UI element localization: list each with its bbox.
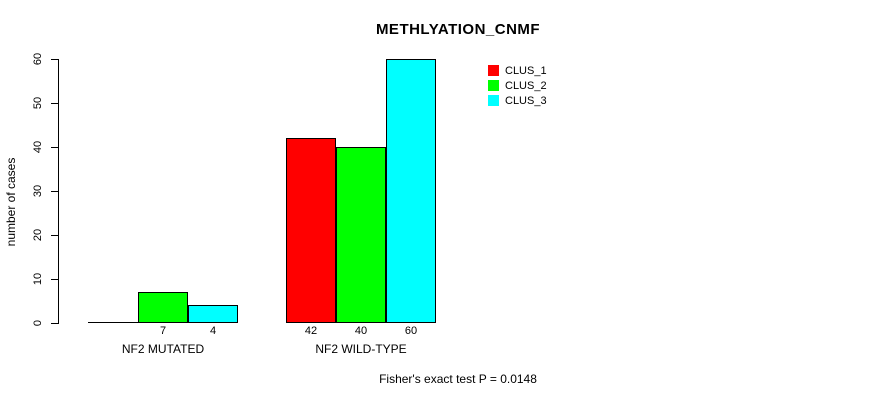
y-axis-tick [51,235,58,236]
category-label-nf2-wild-type: NF2 WILD-TYPE [315,342,407,356]
legend-swatch-clus-1 [488,65,499,76]
bar-clus-1-nf2-wild-type [286,138,336,323]
chart-title: METHLYATION_CNMF [375,21,541,38]
legend-label-clus-3: CLUS_3 [505,94,547,107]
bar-clus-2-nf2-wild-type [336,147,386,323]
fisher-test-annotation: Fisher's exact test P = 0.0148 [379,372,537,386]
bar-clus-3-nf2-mutated [188,305,238,323]
legend-swatch-clus-3 [488,95,499,106]
legend-item-clus-1: CLUS_1 [488,63,547,78]
legend-item-clus-3: CLUS_3 [488,93,547,108]
y-axis-tick-label: 0 [32,319,44,327]
y-axis-tick [51,147,58,148]
bar-value-label-clus-3-nf2-mutated: 4 [209,325,217,337]
y-axis-tick [51,191,58,192]
y-axis-tick-label: 60 [32,52,44,66]
y-axis-tick-label: 40 [32,140,44,154]
legend-swatch-clus-2 [488,80,499,91]
y-axis-tick [51,59,58,60]
bar-value-label-clus-1-nf2-wild-type: 42 [304,325,318,337]
y-axis-label: number of cases [4,157,18,247]
y-axis-tick [51,323,58,324]
category-label-nf2-mutated: NF2 MUTATED [121,342,205,356]
y-axis-tick-label: 30 [32,184,44,198]
y-axis-tick [51,103,58,104]
bar-value-label-clus-2-nf2-wild-type: 40 [354,325,368,337]
legend-label-clus-2: CLUS_2 [505,79,547,92]
bar-value-label-clus-2-nf2-mutated: 7 [159,325,167,337]
y-axis-tick-label: 10 [32,272,44,286]
bar-clus-1-nf2-mutated [88,322,138,323]
legend: CLUS_1 CLUS_2 CLUS_3 [488,63,547,108]
bar-clus-3-nf2-wild-type [386,59,436,323]
y-axis-line [58,59,59,324]
legend-label-clus-1: CLUS_1 [505,64,547,77]
legend-item-clus-2: CLUS_2 [488,78,547,93]
bar-clus-2-nf2-mutated [138,292,188,323]
y-axis-tick-label: 50 [32,96,44,110]
y-axis-tick [51,279,58,280]
bar-value-label-clus-3-nf2-wild-type: 60 [404,325,418,337]
y-axis-tick-label: 20 [32,228,44,242]
